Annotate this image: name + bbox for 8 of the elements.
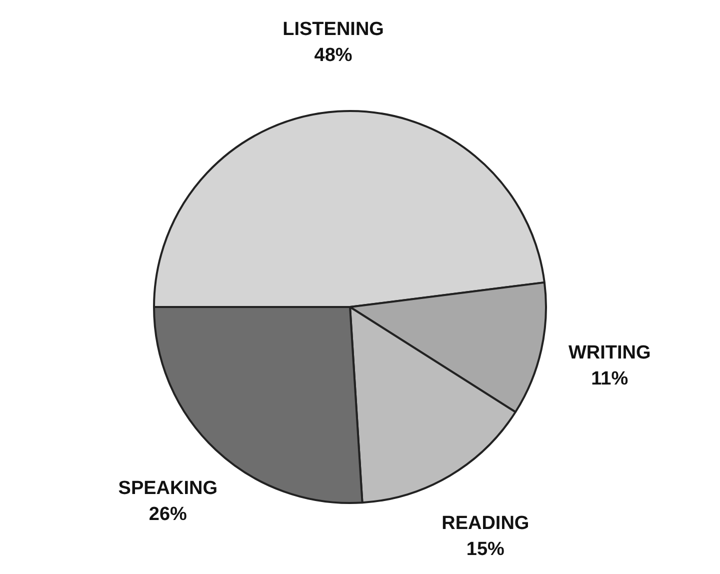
data-label: 48% [314,44,352,66]
slice-label: WRITING [568,342,651,364]
data-label: 11% [591,368,628,390]
data-label: 15% [466,539,505,560]
slice-label: SPEAKING [118,478,218,500]
slice-label: LISTENING [282,18,384,40]
data-label: 26% [148,504,188,526]
slice-label: READING [442,513,530,534]
